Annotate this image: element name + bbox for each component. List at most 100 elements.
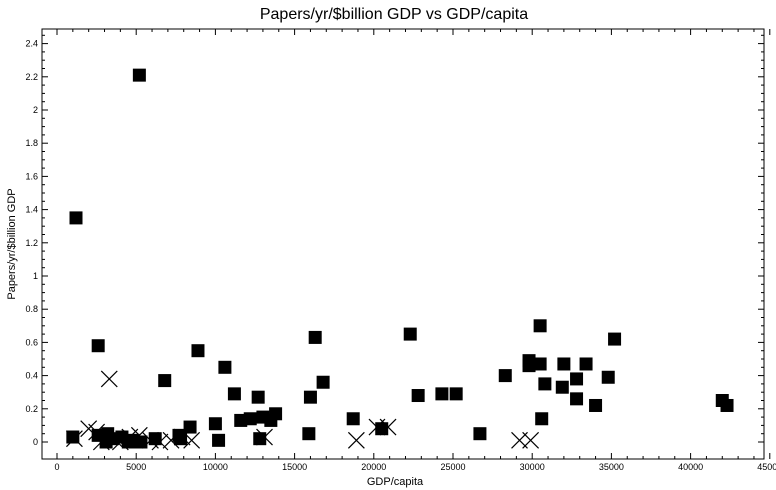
square-marker: [303, 390, 317, 404]
square-marker: [608, 332, 622, 346]
square-marker: [316, 375, 330, 389]
y-tick-label: 0: [33, 437, 38, 447]
x-marker-stroke: [88, 423, 106, 441]
x-axis-ticks: 0 5000 10000 15000 20000 25000 30000 35000 40000…: [54, 29, 776, 472]
square-marker: [253, 432, 267, 446]
y-tick-label: 0.4: [25, 371, 38, 381]
x-marker-stroke: [256, 428, 273, 446]
square-marker: [308, 330, 322, 344]
square-marker: [218, 360, 232, 374]
square-marker: [227, 387, 241, 401]
x-marker-stroke: [65, 430, 83, 448]
x-marker: [88, 423, 106, 441]
x-marker: [379, 418, 397, 436]
y-tick-label: 0.2: [25, 404, 38, 414]
x-tick-label: 20000: [361, 462, 386, 472]
y-tick-label: 2.4: [25, 39, 38, 49]
x-marker-stroke: [151, 433, 169, 451]
x-marker-stroke: [92, 433, 110, 451]
square-marker: [570, 392, 584, 406]
square-marker: [589, 398, 603, 412]
x-marker: [173, 428, 191, 446]
x-axis-label: GDP/capita: [367, 476, 424, 488]
x-marker: [151, 433, 169, 451]
square-marker: [498, 369, 512, 383]
y-tick-label: 2.2: [25, 72, 38, 82]
square-marker: [158, 374, 172, 388]
square-marker: [555, 380, 569, 394]
square-marker: [69, 211, 83, 225]
x-marker-stroke: [100, 370, 118, 388]
plot-frame: [41, 28, 765, 460]
square-marker: [132, 68, 146, 82]
square-marker: [522, 354, 536, 368]
x-marker: [522, 431, 540, 449]
x-tick-label: 5000: [126, 462, 146, 472]
square-marker: [411, 389, 425, 403]
x-marker-stroke: [108, 430, 126, 448]
y-tick-label: 1.4: [25, 205, 38, 215]
square-marker: [148, 432, 162, 446]
x-marker-stroke: [183, 431, 201, 449]
x-marker-stroke: [173, 428, 191, 446]
square-marker: [134, 435, 148, 449]
x-marker: [256, 428, 273, 446]
x-marker-stroke: [142, 431, 159, 449]
x-tick-label: 10000: [203, 462, 228, 472]
square-marker: [535, 412, 549, 426]
square-marker: [403, 327, 417, 341]
y-tick-label: 1.8: [25, 138, 38, 148]
y-tick-label: 1.2: [25, 238, 38, 248]
square-marker: [183, 420, 197, 434]
y-axis-label: Papers/yr/$billion GDP: [6, 188, 18, 299]
square-marker: [538, 377, 552, 391]
x-tick-label: 35000: [599, 462, 624, 472]
y-tick-label: 0.6: [25, 337, 38, 347]
x-marker-stroke: [130, 426, 148, 444]
x-marker: [130, 426, 148, 444]
square-marker: [601, 370, 615, 384]
y-tick-label: 1: [33, 271, 38, 281]
x-marker: [108, 430, 126, 448]
square-marker: [302, 427, 316, 441]
square-marker: [579, 357, 593, 371]
square-marker: [346, 412, 360, 426]
x-marker: [105, 430, 123, 448]
x-tick-label: 30000: [520, 462, 545, 472]
square-marker: [212, 433, 226, 447]
square-marker: [91, 339, 105, 353]
x-marker-stroke: [105, 430, 123, 448]
x-marker-stroke: [522, 431, 540, 449]
x-tick-label: 25000: [440, 462, 465, 472]
square-marker: [251, 390, 265, 404]
y-tick-label: 0.8: [25, 304, 38, 314]
x-marker: [100, 370, 118, 388]
x-marker-stroke: [379, 418, 397, 436]
square-marker: [449, 387, 463, 401]
square-marker: [435, 387, 449, 401]
square-marker: [473, 427, 487, 441]
chart-title: Papers/yr/$billion GDP vs GDP/capita: [260, 6, 528, 23]
square-marker: [208, 417, 222, 431]
square-marker: [533, 319, 547, 333]
square-marker: [191, 344, 205, 358]
y-tick-label: 1.6: [25, 171, 38, 181]
x-marker: [347, 431, 365, 449]
y-axis-ticks: 0 0.2 0.4 0.6 0.8 1 1.2 1.4 1.6 1.8 2 2.2 2.4: [25, 34, 764, 447]
data-points: [65, 68, 734, 451]
x-marker-stroke: [80, 420, 98, 438]
square-marker: [720, 398, 734, 412]
x-tick-label: 0: [54, 462, 59, 472]
square-marker: [533, 357, 547, 371]
x-marker-stroke: [162, 431, 180, 449]
x-tick-label: 40000: [678, 462, 703, 472]
square-marker: [570, 372, 584, 386]
x-marker: [92, 433, 110, 451]
x-marker: [65, 430, 83, 448]
square-marker: [557, 357, 571, 371]
y-tick-label: 2: [33, 105, 38, 115]
x-tick-label: 15000: [282, 462, 307, 472]
